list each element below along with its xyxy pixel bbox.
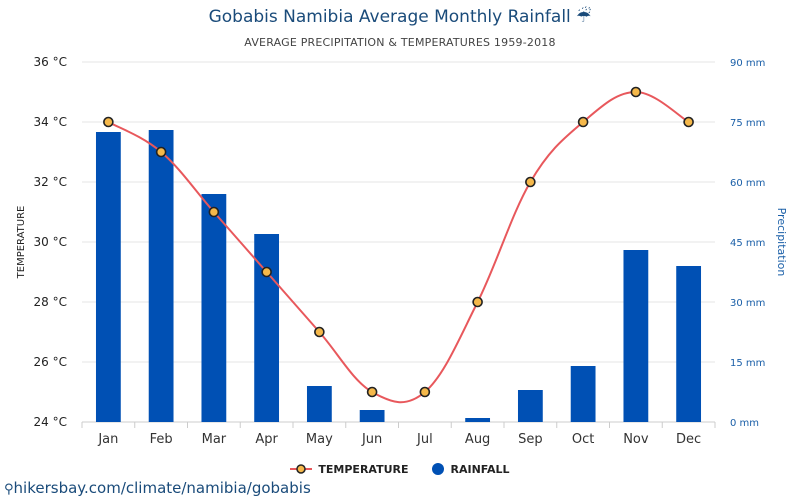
left-tick-label: 28 °C xyxy=(34,295,67,309)
x-tick-label: Feb xyxy=(150,432,173,447)
temperature-point-feb[interactable] xyxy=(155,146,167,158)
x-tick-label: Jul xyxy=(416,432,433,447)
x-axis-ticks: Jan Feb Mar Apr May Jun Jul Aug Sep Oct Nov Dec xyxy=(97,432,701,447)
right-tick-label: 90 mm xyxy=(730,58,765,69)
temperature-point-dec[interactable] xyxy=(683,116,694,128)
rainfall-bar-oct[interactable] xyxy=(570,366,596,422)
temperature-points xyxy=(103,86,694,398)
left-tick-label: 24 °C xyxy=(34,415,67,429)
left-tick-label: 32 °C xyxy=(34,175,67,189)
legend-rainfall[interactable]: RAINFALL xyxy=(431,462,510,476)
temperature-point-jul[interactable] xyxy=(419,386,431,398)
x-tick-label: Mar xyxy=(202,432,227,447)
x-tick-label: Dec xyxy=(676,432,701,447)
x-tick-label: Aug xyxy=(465,432,490,447)
temperature-point-mar[interactable] xyxy=(208,206,220,218)
left-axis-label: TEMPERATURE xyxy=(16,206,27,280)
x-tick-label: May xyxy=(306,432,333,447)
left-tick-label: 34 °C xyxy=(34,115,67,129)
right-tick-label: 60 mm xyxy=(730,178,765,189)
left-tick-label: 36 °C xyxy=(34,55,67,69)
x-tick-label: Sep xyxy=(518,432,543,447)
temperature-point-nov[interactable] xyxy=(630,86,642,98)
temperature-point-jun[interactable] xyxy=(366,386,378,398)
chart-title: Gobabis Namibia Average Monthly Rainfall… xyxy=(208,7,592,27)
pin-icon: ⚲ xyxy=(4,482,14,497)
temperature-point-may[interactable] xyxy=(314,326,325,338)
right-axis-label: Precipitation xyxy=(775,208,788,277)
temperature-point-jan[interactable] xyxy=(103,116,114,128)
rainfall-bar-may[interactable] xyxy=(306,386,332,422)
left-axis-ticks: 24 °C 26 °C 28 °C 30 °C 32 °C 34 °C 36 °C xyxy=(34,55,67,429)
right-tick-label: 30 mm xyxy=(730,298,765,309)
temperature-point-aug[interactable] xyxy=(472,296,483,308)
rainfall-temperature-chart: Jan Feb Mar Apr May Jun Jul Aug Sep Oct Nov Dec 24 … xyxy=(16,55,788,447)
right-tick-label: 15 mm xyxy=(730,358,765,369)
rainfall-legend-icon xyxy=(431,463,444,475)
right-tick-label: 75 mm xyxy=(730,118,765,129)
rainfall-bar-dec[interactable] xyxy=(676,266,702,422)
right-tick-label: 45 mm xyxy=(730,238,765,249)
right-axis-ticks: 0 mm 15 mm 30 mm 45 mm 60 mm 75 mm 90 mm xyxy=(730,58,765,429)
x-tick-label: Apr xyxy=(255,432,278,447)
source-link[interactable]: ⚲hikersbay.com/climate/namibia/gobabis xyxy=(4,479,311,497)
x-tick-label: Oct xyxy=(572,432,594,447)
temperature-series-line xyxy=(107,90,690,404)
x-tick-label: Nov xyxy=(623,432,649,447)
legend-temperature[interactable]: TEMPERATURE xyxy=(290,462,409,476)
rainfall-bar-feb[interactable] xyxy=(148,130,174,422)
x-tick-label: Jun xyxy=(361,432,382,447)
x-tick-label: Jan xyxy=(97,432,118,447)
grid-lines xyxy=(81,61,716,428)
rainfall-bar-jun[interactable] xyxy=(359,410,385,422)
rainfall-bar-sep[interactable] xyxy=(517,390,543,422)
rainfall-bar-jan[interactable] xyxy=(95,132,121,422)
chart-subtitle: AVERAGE PRECIPITATION & TEMPERATURES 195… xyxy=(244,36,556,49)
left-tick-label: 26 °C xyxy=(34,355,67,369)
rainfall-bar-nov[interactable] xyxy=(623,250,649,422)
temperature-point-apr[interactable] xyxy=(261,266,272,278)
temperature-line xyxy=(107,90,690,404)
temperature-point-oct[interactable] xyxy=(577,116,589,128)
rainfall-bar-apr[interactable] xyxy=(254,234,280,422)
chart-legend: TEMPERATURE RAINFALL xyxy=(0,462,800,476)
temperature-point-sep[interactable] xyxy=(525,176,536,188)
legend-temperature-label: TEMPERATURE xyxy=(318,462,409,476)
rainfall-bar-aug[interactable] xyxy=(465,418,491,422)
legend-rainfall-label: RAINFALL xyxy=(450,462,510,476)
right-tick-label: 0 mm xyxy=(730,418,759,429)
rainfall-bars xyxy=(95,130,702,422)
rainfall-bar-mar[interactable] xyxy=(201,194,227,422)
left-tick-label: 30 °C xyxy=(34,235,67,249)
temperature-legend-icon xyxy=(290,464,313,474)
